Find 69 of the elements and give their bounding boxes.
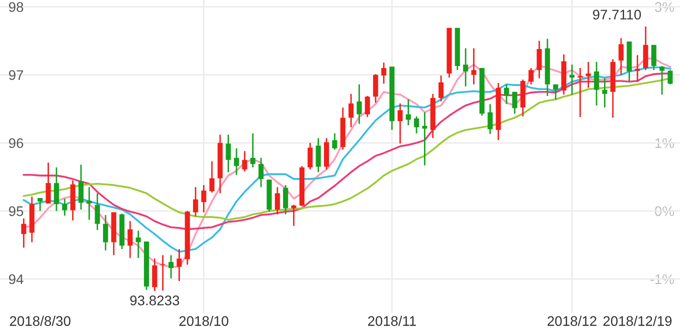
candlestick [62, 198, 68, 216]
candlestick [602, 78, 608, 108]
candlestick [348, 93, 354, 128]
x-tick-label: 2018/10 [179, 316, 228, 326]
candlestick [398, 102, 403, 144]
candlestick [578, 67, 583, 118]
candlestick [193, 186, 198, 218]
candlestick [659, 65, 665, 96]
y-tick-label: 95 [8, 206, 24, 216]
candlestick [258, 157, 264, 188]
candlestick [242, 150, 248, 172]
x-tick-label: 2018/11 [368, 316, 416, 326]
candlestick [274, 186, 280, 216]
candlestick [471, 48, 476, 86]
candlestick [373, 73, 378, 104]
annotation: 97.7110 [592, 10, 641, 20]
candlestick [226, 134, 231, 173]
candlestick [176, 248, 182, 282]
candlestick [78, 164, 84, 210]
candlestick [553, 84, 558, 100]
candlestick [422, 112, 428, 166]
candlestick [438, 74, 444, 102]
candlestick [103, 214, 108, 252]
annotation: 93.8233 [130, 296, 180, 306]
x-tick-label: 2018/8/30 [10, 316, 70, 326]
candlestick [308, 142, 313, 170]
candlestick [21, 218, 26, 248]
candlestick [356, 84, 362, 125]
y-tick-label: 98 [8, 2, 24, 12]
candlestick [46, 162, 51, 204]
candlestick [414, 116, 420, 134]
candlestick [651, 44, 656, 71]
candlestick [463, 48, 468, 88]
candlestick [586, 61, 591, 88]
candlestick [536, 40, 542, 79]
candlestick [364, 95, 370, 118]
candlestick [488, 103, 493, 135]
candlestick [528, 67, 534, 86]
candlestick [128, 220, 133, 259]
candlestick [168, 254, 174, 279]
candlestick [54, 166, 59, 212]
candlestick [291, 204, 296, 227]
x-tick-label: 2018/12/19 [603, 316, 672, 326]
candlestick [504, 84, 510, 105]
candlestick [316, 137, 321, 173]
candlestick [618, 37, 624, 76]
candlestick [250, 132, 256, 168]
x-tick-label: 2018/12 [548, 316, 596, 326]
candlestick [283, 184, 288, 216]
candlestick [94, 192, 100, 231]
y-tick-label: 96 [8, 138, 24, 148]
candlestick [152, 258, 158, 292]
y-tick-label: 94 [8, 274, 24, 284]
candlestick [234, 148, 240, 176]
y-tick-label: 97 [8, 70, 24, 80]
candlestick [209, 160, 214, 194]
candlestick [594, 61, 600, 106]
candlestick [569, 64, 575, 96]
candlestick [381, 62, 386, 84]
candlestick [38, 197, 43, 212]
candlestick [643, 26, 648, 71]
candlestick [201, 184, 206, 213]
candlestick [86, 186, 92, 220]
candlestick [512, 91, 518, 114]
candlestick [136, 230, 141, 259]
candlestick [634, 54, 640, 82]
candlestick [332, 132, 338, 150]
candlestick [668, 69, 673, 86]
candlestick [406, 98, 411, 126]
